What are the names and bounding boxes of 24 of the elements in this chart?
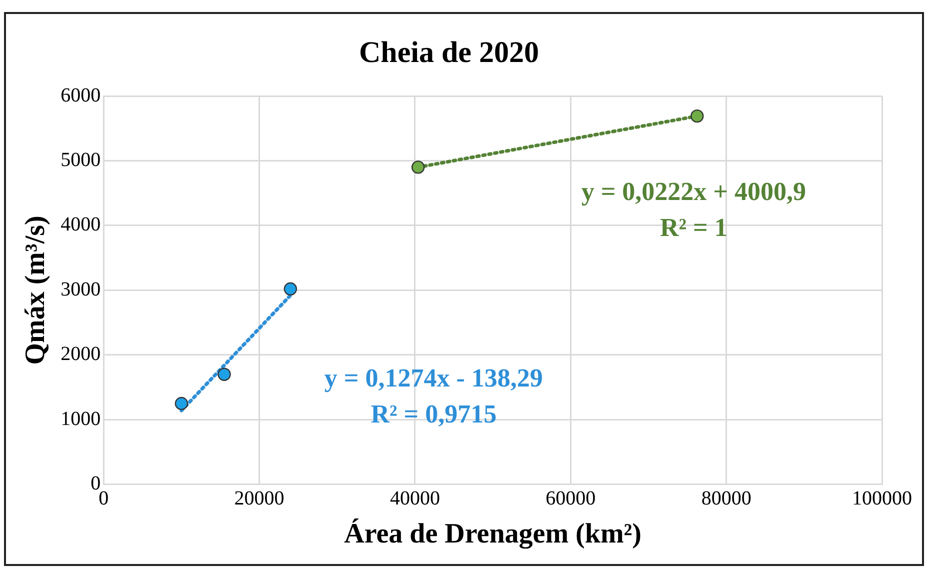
x-tick-label: 80000 <box>701 488 752 510</box>
x-tick-label: 100000 <box>852 488 912 510</box>
point <box>690 109 704 123</box>
annotation: R² = 0,9715 <box>370 399 497 428</box>
x-tick-label: 20000 <box>234 488 284 510</box>
point <box>218 368 231 381</box>
y-tick-label: 5000 <box>60 148 101 171</box>
annotation: y = 0,0222x + 4000,9 <box>581 176 806 206</box>
y-tick-label: 3000 <box>60 278 101 300</box>
y-tick-label: 2000 <box>60 343 101 366</box>
y-tick-label: 6000 <box>60 84 101 106</box>
y-tick-label: 0 <box>90 472 101 495</box>
x-tick-label: 40000 <box>390 488 440 510</box>
y-axis-title: Qmáx (m³/s) <box>20 216 52 365</box>
y-tick-label: 1000 <box>60 408 101 430</box>
annotation: R² = 1 <box>660 212 728 242</box>
point <box>411 160 425 174</box>
x-tick-label: 60000 <box>546 488 596 510</box>
chart-title: Cheia de 2020 <box>359 36 539 69</box>
point <box>284 282 298 296</box>
y-tick-label: 4000 <box>60 214 101 236</box>
x-axis-title: Área de Drenagem (km²) <box>344 517 642 550</box>
annotation: y = 0,1274x - 138,29 <box>324 363 543 392</box>
point <box>174 396 188 410</box>
